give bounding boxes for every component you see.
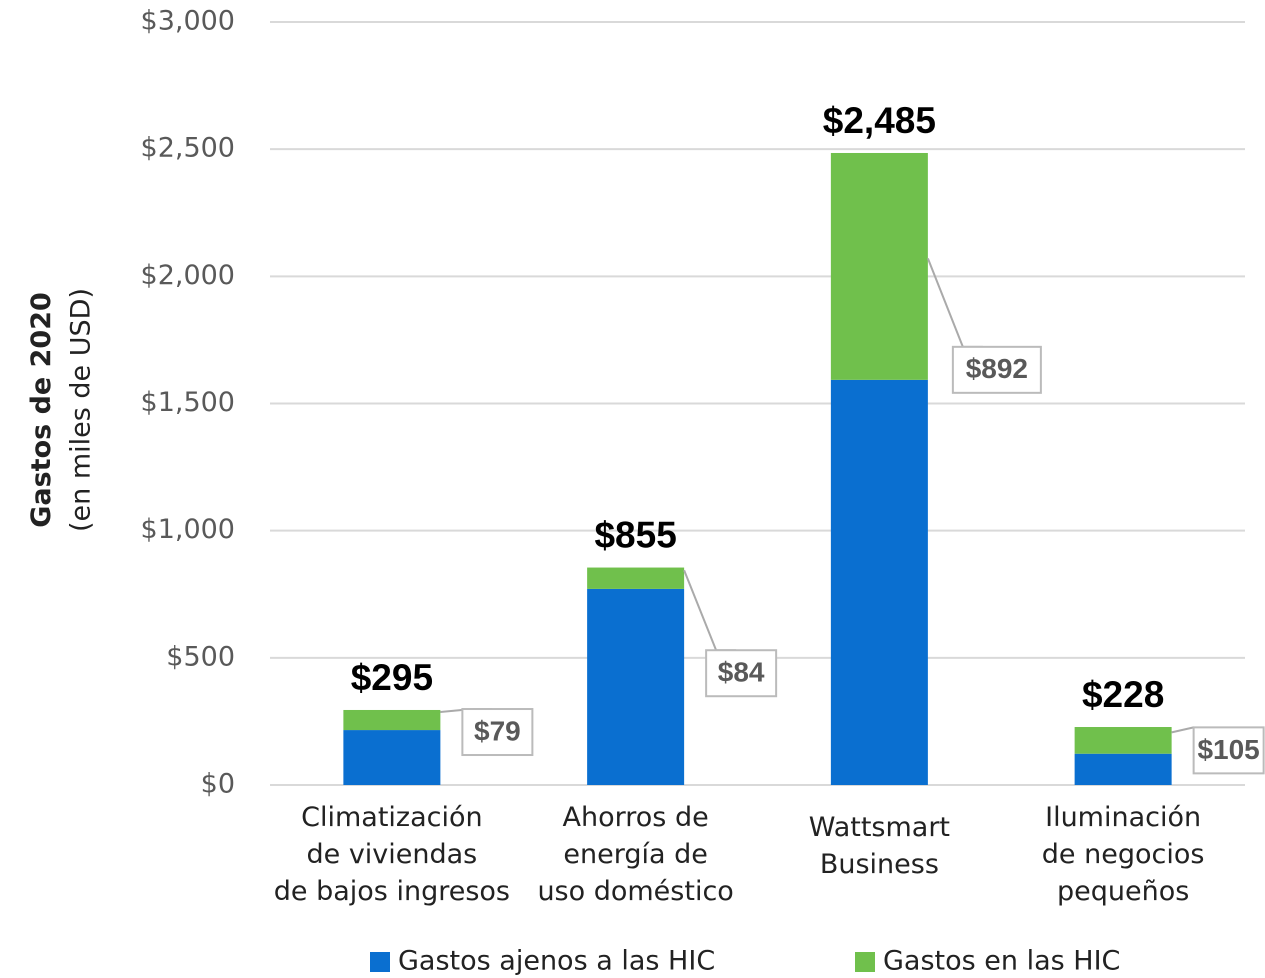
y-tick-label: $500 [166,641,235,672]
legend-swatch [855,952,875,972]
callout-leader [926,258,983,348]
total-label: $855 [594,514,676,555]
x-tick-label-line: Iluminación [1045,802,1201,833]
total-label: $2,485 [823,100,936,141]
callout-box [461,708,534,757]
y-label-bold: Gastos de 2020 [26,292,57,528]
data-label: $84 [718,657,765,688]
data-label: $892 [966,353,1028,384]
y-tick-label: $1,500 [141,387,235,418]
x-tick-label: Wattsmart Business [809,812,950,880]
x-tick-label-line: energía de [563,839,707,870]
callout-box [1192,726,1265,775]
callout-leader [1171,726,1194,734]
x-tick-label: Ahorros de energía de uso doméstico [537,802,733,907]
x-tick-label: Iluminación de negocios pequeños [1042,802,1205,907]
y-axis-label: Gastos de 2020 [26,292,57,528]
bar-segment [587,567,685,589]
legend-swatch [370,952,390,972]
x-tick-label-line: de bajos ingresos [274,876,510,907]
x-tick-label-line: Ahorros de [563,802,709,833]
y-tick-label: $2,000 [141,260,235,291]
x-tick-label-line: Climatización [301,802,483,833]
total-label: $228 [1082,674,1164,715]
y-tick-label: $2,500 [141,133,235,164]
callout-box [705,649,778,698]
callout-box [951,345,1042,394]
bar-segment [587,588,685,785]
x-tick-label-line: de negocios [1042,839,1205,870]
bar-segment [1074,727,1172,754]
y-tick-label: $3,000 [141,6,235,37]
total-label: $295 [351,657,433,698]
y-tick-label: $1,000 [141,514,235,545]
x-tick-label-line: pequeños [1057,876,1189,907]
bar-segment [343,730,441,785]
bar-segment [830,152,928,380]
data-label: $105 [1197,734,1259,765]
legend-label: Gastos en las HIC [883,946,1120,977]
x-tick-label-line: Business [820,849,939,880]
y-axis-label: (en miles de USD) [66,288,97,532]
x-tick-label-line: de viviendas [306,839,477,870]
callout-leader [683,569,737,652]
x-tick-label: Climatización de viviendas de bajos ingres… [274,802,510,907]
bar-segment [343,709,441,731]
bar-segment [830,379,928,785]
x-tick-label-line: uso doméstico [537,876,733,907]
bar-segment [1074,753,1172,785]
data-label: $79 [474,715,521,746]
y-tick-label: $0 [201,769,235,800]
x-tick-label-line: Wattsmart [809,812,950,843]
legend-label: Gastos ajenos a las HIC [398,946,715,977]
